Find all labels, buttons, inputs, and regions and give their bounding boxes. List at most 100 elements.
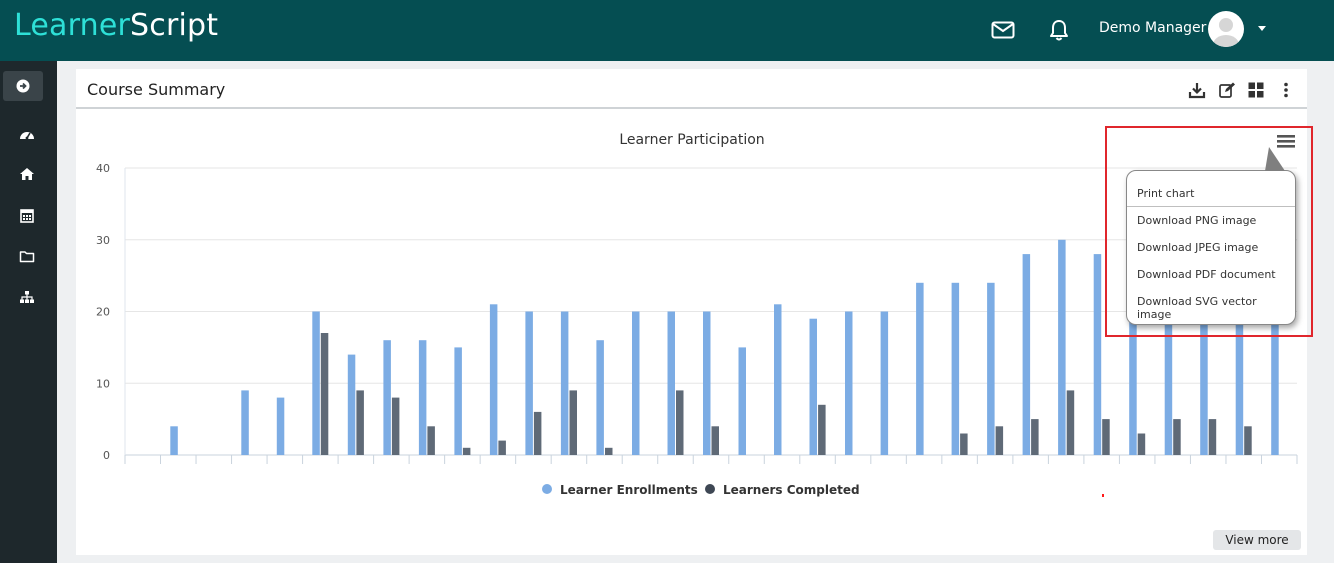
grid-icon[interactable] (1246, 80, 1266, 100)
sitemap-icon[interactable] (17, 287, 37, 307)
bar-completed[interactable] (462, 447, 471, 455)
chart-gridlines (125, 167, 1297, 456)
top-bar: LearnerScript Demo Manager (0, 0, 1334, 61)
bar-completed[interactable] (711, 426, 720, 455)
user-name[interactable]: Demo Manager (1099, 20, 1207, 36)
legend-item-enrollments[interactable]: Learner Enrollments (542, 483, 698, 497)
legend-item-completed[interactable]: Learners Completed (705, 483, 860, 497)
y-tick-label: 30 (96, 234, 110, 247)
bar-completed[interactable] (533, 411, 542, 455)
bar-completed[interactable] (498, 440, 506, 455)
folder-icon[interactable] (17, 246, 37, 266)
avatar[interactable] (1208, 11, 1244, 47)
bar-completed[interactable] (320, 333, 329, 455)
bar-completed[interactable] (1208, 419, 1217, 455)
caret-down-icon[interactable] (1258, 26, 1266, 31)
legend-label-enrollments: Learner Enrollments (560, 483, 698, 497)
bar-enrollments[interactable] (1200, 311, 1208, 456)
menu-item-download-png[interactable]: Download PNG image (1137, 214, 1257, 227)
logo-part-script: Script (130, 8, 219, 43)
bar-completed[interactable] (391, 397, 400, 455)
bar-enrollments[interactable] (1058, 239, 1066, 456)
view-more-button[interactable]: View more (1213, 530, 1301, 550)
chart-x-axis (124, 168, 1298, 464)
chart-bars (170, 239, 1279, 456)
bar-enrollments[interactable] (880, 311, 889, 456)
bar-completed[interactable] (1244, 426, 1252, 455)
panel-header: Course Summary (76, 69, 1307, 109)
y-tick-label: 40 (96, 162, 110, 175)
bar-enrollments[interactable] (418, 340, 427, 455)
panel-title: Course Summary (87, 80, 226, 99)
bar-enrollments[interactable] (454, 347, 462, 455)
bar-enrollments[interactable] (596, 340, 604, 455)
bar-completed[interactable] (1137, 433, 1146, 456)
logo[interactable]: LearnerScript (14, 8, 218, 43)
menu-item-download-svg[interactable]: Download SVG vector image (1137, 295, 1257, 321)
bar-enrollments[interactable] (347, 354, 356, 455)
bar-completed[interactable] (1173, 419, 1181, 455)
bar-enrollments[interactable] (667, 311, 676, 456)
bar-enrollments[interactable] (1093, 254, 1102, 455)
bar-completed[interactable] (960, 433, 968, 456)
bar-enrollments[interactable] (276, 397, 285, 455)
arrow-right-circle-icon[interactable] (3, 71, 43, 101)
mail-icon[interactable] (990, 17, 1016, 43)
bar-enrollments[interactable] (774, 304, 782, 455)
bar-enrollments[interactable] (845, 311, 853, 456)
bar-completed[interactable] (605, 447, 613, 455)
bar-enrollments[interactable] (1129, 311, 1137, 456)
bar-completed[interactable] (1031, 419, 1039, 455)
bar-enrollments[interactable] (383, 340, 391, 455)
bar-enrollments[interactable] (951, 282, 960, 455)
bar-enrollments[interactable] (1022, 254, 1031, 455)
bar-enrollments[interactable] (1235, 311, 1244, 456)
logo-part-learner: Learner (14, 8, 131, 43)
learner-participation-chart: Learner Participation 0 10 20 30 40 Learner … (96, 132, 1298, 497)
bar-completed[interactable] (1102, 419, 1110, 455)
bar-enrollments[interactable] (632, 311, 640, 456)
bar-enrollments[interactable] (312, 311, 320, 456)
bar-completed[interactable] (676, 390, 684, 455)
edit-icon[interactable] (1217, 80, 1237, 100)
more-vertical-icon[interactable] (1276, 80, 1296, 100)
bar-completed[interactable] (1066, 390, 1075, 455)
legend-marker-enrollments (542, 484, 552, 494)
bar-completed[interactable] (356, 390, 364, 455)
bar-enrollments[interactable] (170, 426, 178, 455)
legend-label-completed: Learners Completed (723, 483, 860, 497)
bar-completed[interactable] (569, 390, 578, 455)
download-icon[interactable] (1187, 80, 1207, 100)
bar-enrollments[interactable] (987, 282, 995, 455)
home-icon[interactable] (17, 164, 37, 184)
bar-enrollments[interactable] (738, 347, 747, 455)
stray-mark (1102, 494, 1104, 497)
dashboard-gauge-icon[interactable] (17, 124, 37, 144)
menu-item-print-chart[interactable]: Print chart (1127, 180, 1295, 207)
hamburger-menu-icon[interactable] (1277, 135, 1295, 148)
chart-export-menu: Print chart Download PNG image Download … (1126, 147, 1296, 325)
bar-completed[interactable] (427, 426, 435, 455)
y-tick-label: 10 (96, 377, 110, 390)
menu-item-download-pdf[interactable]: Download PDF document (1137, 268, 1276, 281)
menu-item-download-jpeg[interactable]: Download JPEG image (1137, 241, 1259, 254)
sidebar (0, 61, 57, 563)
bar-completed[interactable] (995, 426, 1004, 455)
chart-y-axis: 0 10 20 30 40 (96, 162, 110, 462)
bar-enrollments[interactable] (1164, 311, 1173, 456)
bar-enrollments[interactable] (525, 311, 533, 456)
bar-enrollments[interactable] (809, 318, 818, 455)
bell-icon[interactable] (1046, 17, 1072, 43)
calendar-icon[interactable] (17, 205, 37, 225)
chart-legend: Learner Enrollments Learners Completed (542, 483, 860, 497)
bar-enrollments[interactable] (489, 304, 498, 455)
highlight-box (1105, 126, 1313, 337)
bar-enrollments[interactable] (560, 311, 569, 456)
bar-enrollments[interactable] (703, 311, 711, 456)
bar-enrollments[interactable] (241, 390, 249, 455)
legend-marker-completed (705, 484, 715, 494)
bar-completed[interactable] (818, 404, 826, 455)
bar-enrollments[interactable] (1271, 311, 1279, 456)
bar-enrollments[interactable] (916, 282, 924, 455)
y-tick-label: 20 (96, 306, 110, 319)
